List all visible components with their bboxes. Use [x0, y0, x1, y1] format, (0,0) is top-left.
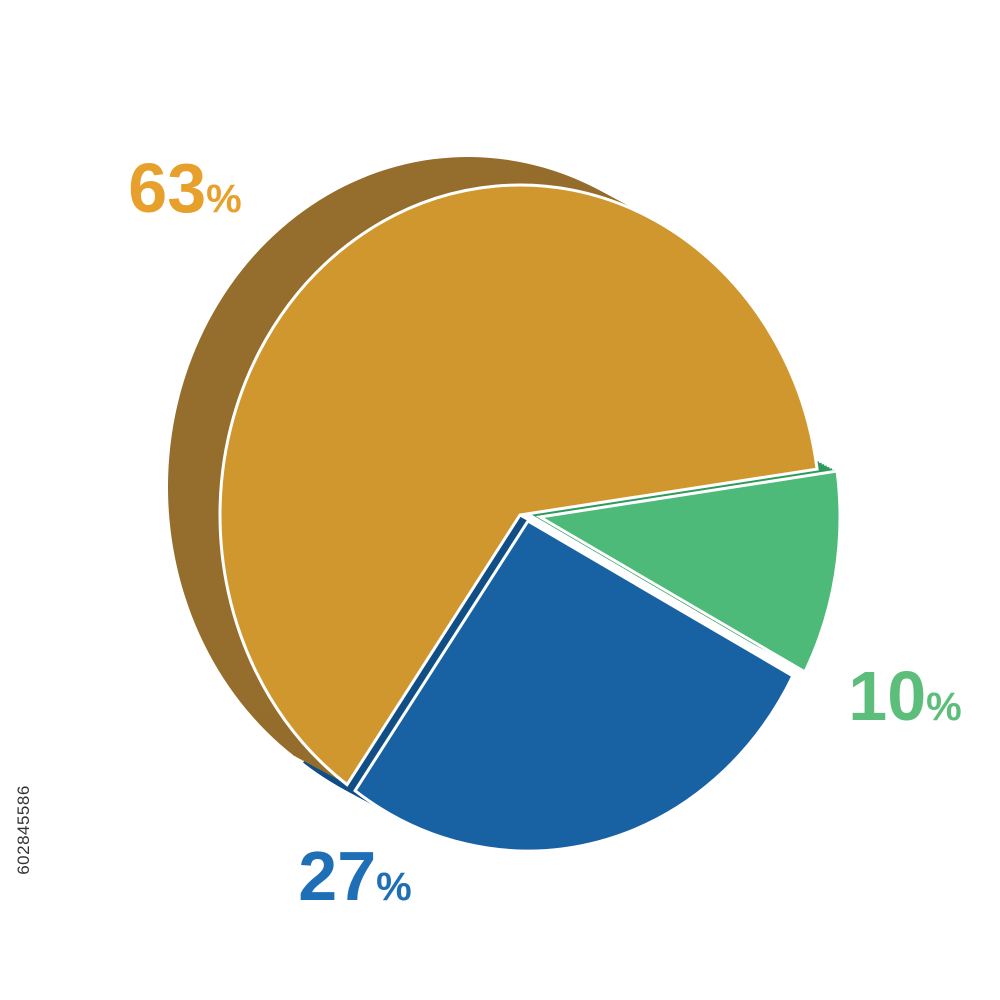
pie-slices [168, 157, 842, 853]
slice-label-27: 27% [298, 837, 411, 915]
stock-id-text: 602845586 [14, 785, 33, 875]
slice-10 [535, 469, 842, 675]
slice-27 [353, 518, 795, 853]
slice-label-10: 10% [848, 657, 961, 735]
slice-63 [218, 183, 819, 787]
pie-labels: 63% 10% 27% [128, 149, 961, 915]
slice-label-63: 63% [128, 149, 241, 227]
